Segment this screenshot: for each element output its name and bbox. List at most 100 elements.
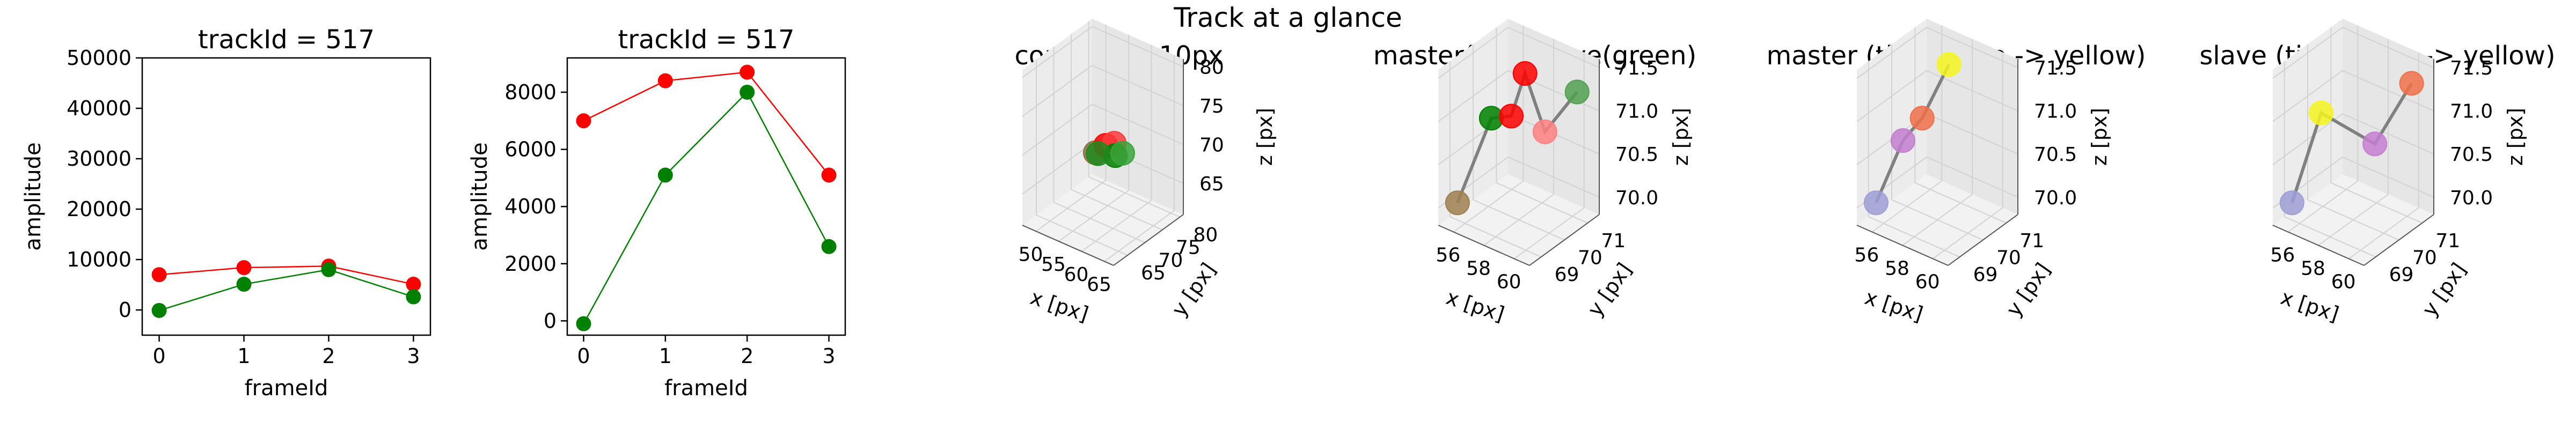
z-tick-label: 70.0 bbox=[2034, 187, 2077, 209]
scatter3d-chart-1: context +- 10px505560656570758065707580x… bbox=[1015, 19, 1277, 326]
grid-line bbox=[1450, 216, 1542, 258]
grid-line bbox=[1092, 103, 1184, 145]
data-point bbox=[1086, 141, 1111, 166]
x-tick-label: 2 bbox=[741, 344, 753, 368]
line-chart-2: trackId = 517 0 1 2 3 0 2000 4000 6000 8000 frameI… bbox=[467, 25, 846, 401]
y-tick-label: 71 bbox=[2435, 230, 2460, 252]
axis-edge bbox=[1022, 225, 1114, 266]
data-point bbox=[151, 302, 167, 318]
y-tick-label: 69 bbox=[2389, 264, 2414, 286]
series-line-1 bbox=[583, 71, 830, 176]
y-tick-label: 40000 bbox=[67, 97, 131, 120]
x-tick-label: 0 bbox=[577, 344, 590, 368]
data-point bbox=[821, 167, 837, 183]
z-tick-label: 80 bbox=[1199, 57, 1224, 79]
data-point bbox=[406, 289, 421, 305]
data-point bbox=[740, 64, 755, 80]
x-tick-label: 65 bbox=[1087, 274, 1111, 296]
x-axis-label: frameId bbox=[245, 376, 328, 401]
data-point bbox=[1532, 119, 1557, 144]
data-point bbox=[2362, 131, 2388, 157]
y-tick-label: 2000 bbox=[504, 252, 557, 276]
data-point bbox=[576, 113, 591, 129]
pane-side bbox=[1022, 19, 1092, 225]
y-tick-label: 20000 bbox=[67, 197, 131, 221]
data-point bbox=[1564, 79, 1590, 105]
y-tick-label: 71 bbox=[1601, 230, 1626, 252]
axis-edge bbox=[1856, 225, 1949, 266]
y-tick-label: 8000 bbox=[504, 80, 557, 104]
grid-line bbox=[1507, 156, 1600, 198]
series-line-2 bbox=[583, 91, 830, 324]
z-tick-label: 71.5 bbox=[1615, 57, 1658, 79]
grid-line bbox=[1856, 70, 1927, 122]
x-tick-label: 3 bbox=[407, 344, 420, 368]
z-tick-label: 70.0 bbox=[2450, 187, 2493, 209]
x-tick-label: 0 bbox=[152, 344, 165, 368]
data-point bbox=[1512, 61, 1538, 86]
z-tick-label: 70.0 bbox=[1615, 187, 1658, 209]
data-point bbox=[2309, 100, 2334, 125]
grid-line bbox=[1438, 70, 1509, 122]
data-point bbox=[406, 277, 421, 292]
z-tick-label: 71.0 bbox=[1615, 101, 1658, 123]
y-tick-label: 70 bbox=[1159, 249, 1183, 271]
data-point bbox=[657, 167, 673, 183]
grid-line bbox=[2272, 27, 2343, 79]
y-tick-label: 70 bbox=[1578, 247, 1602, 269]
y-tick-label: 70 bbox=[2412, 247, 2437, 269]
x-axis-label: frameId bbox=[664, 376, 748, 401]
grid-line bbox=[1022, 26, 1093, 78]
axis-edge bbox=[1529, 214, 1600, 266]
grid-line bbox=[1473, 199, 1565, 241]
grid-line bbox=[1092, 26, 1184, 68]
z-axis-label: z [px] bbox=[1669, 108, 1693, 166]
x-tick-label: 60 bbox=[2331, 271, 2356, 293]
grid-line bbox=[1891, 199, 1984, 241]
x-tick-label: 60 bbox=[1064, 264, 1089, 286]
x-tick-label: 58 bbox=[2301, 258, 2325, 280]
x-tick-label: 56 bbox=[2270, 245, 2295, 267]
data-point bbox=[236, 277, 252, 292]
trajectory-line bbox=[1875, 63, 1951, 204]
x-tick-label: 1 bbox=[659, 344, 672, 368]
data-point bbox=[657, 73, 673, 88]
axis-edge bbox=[1113, 214, 1184, 266]
z-tick-label: 70 bbox=[1199, 135, 1224, 157]
x-tick-label: 55 bbox=[1041, 254, 1066, 276]
grid-line bbox=[1496, 182, 1588, 224]
grid-line bbox=[1507, 27, 1600, 69]
grid-line bbox=[2272, 70, 2343, 122]
data-point bbox=[1890, 128, 1915, 153]
data-point bbox=[1499, 103, 1524, 129]
trajectory-line bbox=[2290, 82, 2413, 204]
grid-line bbox=[2342, 27, 2434, 69]
data-point bbox=[151, 267, 167, 283]
x-tick-label: 3 bbox=[822, 344, 835, 368]
x-tick-label: 56 bbox=[1854, 245, 1879, 267]
data-point bbox=[1863, 190, 1889, 216]
y-tick-label: 30000 bbox=[67, 147, 131, 171]
z-tick-label: 71.5 bbox=[2034, 57, 2077, 79]
x-axis-label: x [px] bbox=[1028, 285, 1092, 326]
axis-edge bbox=[1438, 225, 1530, 266]
y-tick-label: 75 bbox=[1176, 237, 1201, 259]
z-axis-label: z [px] bbox=[1253, 108, 1277, 166]
grid-line bbox=[1926, 27, 2018, 69]
grid-line bbox=[1036, 214, 1128, 256]
z-tick-label: 71.0 bbox=[2450, 101, 2493, 123]
data-point bbox=[236, 260, 252, 276]
grid-line bbox=[1081, 199, 1152, 252]
data-point bbox=[321, 262, 336, 277]
grid-line bbox=[2307, 199, 2399, 241]
chart-title: trackId = 517 bbox=[198, 25, 375, 55]
y-tick-label: 69 bbox=[1555, 264, 1579, 286]
y-tick-label: 6000 bbox=[504, 138, 557, 161]
grid-line bbox=[1058, 190, 1129, 242]
grid-line bbox=[2342, 156, 2434, 198]
z-tick-label: 71.0 bbox=[2034, 101, 2077, 123]
y-tick-label: 10000 bbox=[67, 248, 131, 271]
grid-line bbox=[1022, 103, 1093, 156]
grid-line bbox=[1914, 182, 2007, 224]
y-tick-label: 71 bbox=[2019, 230, 2044, 252]
